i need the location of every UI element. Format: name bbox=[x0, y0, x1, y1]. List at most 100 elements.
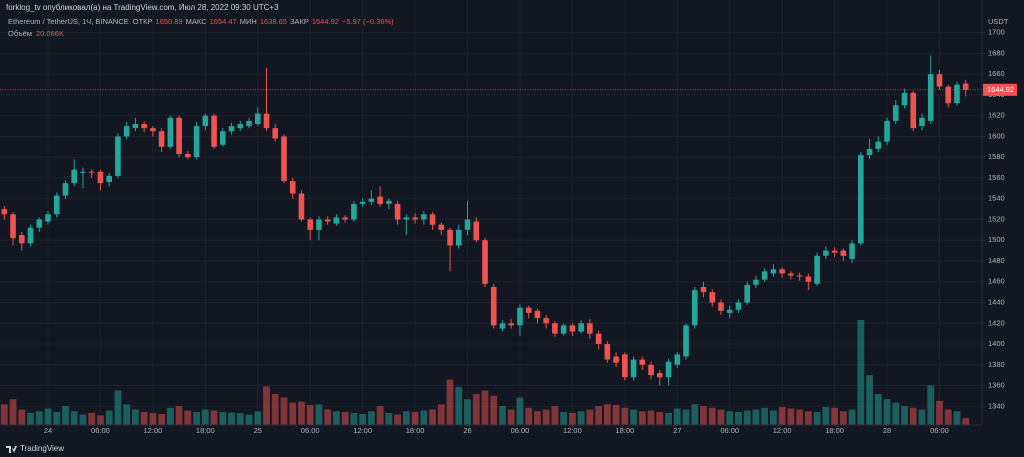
candle-body bbox=[394, 203, 401, 220]
candle-body bbox=[622, 354, 628, 378]
volume-bar bbox=[315, 404, 323, 425]
candle-body bbox=[613, 356, 619, 363]
candle-body bbox=[884, 120, 890, 142]
candle-body bbox=[88, 171, 95, 173]
candle-body bbox=[202, 115, 209, 127]
volume-bar bbox=[656, 411, 664, 425]
volume-bar bbox=[44, 408, 52, 425]
volume-bar bbox=[944, 409, 952, 425]
candle-body bbox=[657, 373, 663, 378]
volume-bar bbox=[682, 409, 690, 425]
volume-bar bbox=[114, 390, 122, 425]
y-tick-label: 1340 bbox=[988, 401, 1005, 410]
volume-bar bbox=[123, 404, 131, 425]
y-tick-label: 1560 bbox=[988, 173, 1005, 182]
volume-bar bbox=[534, 411, 541, 425]
volume-bar bbox=[79, 414, 87, 425]
candle-body bbox=[237, 123, 244, 129]
candle-body bbox=[123, 126, 130, 137]
volume-bar bbox=[333, 411, 340, 425]
candle-body bbox=[858, 155, 864, 244]
volume-bar bbox=[848, 409, 856, 425]
volume-pane bbox=[0, 320, 970, 425]
volume-bar bbox=[673, 408, 681, 425]
candle-body bbox=[490, 286, 497, 326]
volume-bar bbox=[481, 390, 489, 425]
volume-bar bbox=[796, 409, 804, 425]
volume-bar bbox=[936, 400, 943, 425]
volume-bar bbox=[638, 411, 646, 425]
volume-bar bbox=[394, 414, 401, 425]
candle-body bbox=[718, 302, 724, 311]
volume-bar bbox=[166, 407, 174, 425]
volume-bar bbox=[341, 411, 349, 425]
volume-bar bbox=[612, 405, 620, 425]
volume-bar bbox=[62, 406, 69, 425]
volume-bar bbox=[726, 411, 734, 425]
candle-body bbox=[508, 323, 515, 326]
volume-bar bbox=[839, 411, 847, 425]
volume-value: 20.066K bbox=[36, 29, 64, 38]
volume-bar bbox=[647, 410, 655, 425]
volume-bar bbox=[140, 411, 148, 425]
candle-body bbox=[473, 221, 480, 241]
x-tick-label: 12:00 bbox=[143, 426, 162, 435]
y-tick-label: 1680 bbox=[988, 48, 1005, 57]
y-tick-label: 1540 bbox=[988, 194, 1005, 203]
legend-item: 1644.92 bbox=[312, 17, 339, 26]
candle-body bbox=[141, 123, 147, 129]
volume-bar bbox=[909, 407, 917, 425]
volume-bar bbox=[271, 394, 279, 425]
candle-body bbox=[823, 250, 829, 256]
volume-bar bbox=[603, 404, 611, 425]
candle-body bbox=[71, 169, 78, 184]
candle-body bbox=[560, 325, 567, 334]
volume-bar bbox=[490, 395, 498, 425]
y-tick-label: 1380 bbox=[988, 360, 1005, 369]
volume-bar bbox=[962, 418, 970, 425]
candle-body bbox=[674, 354, 681, 365]
axis-unit: USDT bbox=[988, 17, 1009, 26]
volume-bar bbox=[263, 386, 270, 425]
candle-body bbox=[805, 276, 812, 282]
candle-body bbox=[272, 128, 279, 139]
volume-bar bbox=[778, 407, 786, 425]
volume-bar bbox=[376, 406, 384, 425]
volume-bar bbox=[586, 409, 594, 425]
volume-bar bbox=[411, 411, 419, 425]
legend-item: −5.97 (−0.36%) bbox=[342, 17, 394, 26]
candle-body bbox=[438, 224, 445, 230]
volume-bar bbox=[324, 409, 332, 425]
candle-body bbox=[289, 181, 296, 194]
candle-body bbox=[683, 325, 689, 357]
volume-bar bbox=[630, 409, 637, 425]
x-tick-label: 18:00 bbox=[406, 426, 425, 435]
candle-body bbox=[901, 92, 908, 106]
x-tick-label: 06:00 bbox=[91, 426, 110, 435]
volume-bar bbox=[717, 409, 725, 425]
volume-bar bbox=[927, 385, 935, 425]
volume-bar bbox=[901, 406, 908, 425]
candle-body bbox=[185, 154, 191, 158]
axes: 1340 1360 1380 1400 1420 1440 1460 1480 1500 1520… bbox=[44, 28, 1017, 435]
legend-item: ЗАКР bbox=[290, 17, 309, 26]
volume-bar bbox=[804, 411, 812, 425]
candle-body bbox=[552, 323, 558, 334]
candle-body bbox=[53, 195, 60, 215]
legend-item: ОТКР bbox=[133, 17, 153, 26]
candle-body bbox=[814, 255, 820, 284]
volume-bar bbox=[708, 407, 716, 425]
volume-bar bbox=[350, 412, 358, 425]
volume-bar bbox=[149, 412, 157, 425]
volume-bar bbox=[743, 410, 751, 425]
x-tick-label: 12:00 bbox=[353, 426, 372, 435]
volume-bar bbox=[105, 410, 113, 425]
publisher-line: forklog_tv опубликовал(а) на TradingView… bbox=[6, 3, 279, 12]
volume-bar bbox=[770, 410, 777, 425]
volume-bar bbox=[857, 320, 865, 425]
candle-body bbox=[639, 359, 646, 365]
candle-body bbox=[106, 175, 112, 183]
volume-bar bbox=[0, 404, 8, 425]
x-tick-label: 26 bbox=[463, 426, 471, 435]
